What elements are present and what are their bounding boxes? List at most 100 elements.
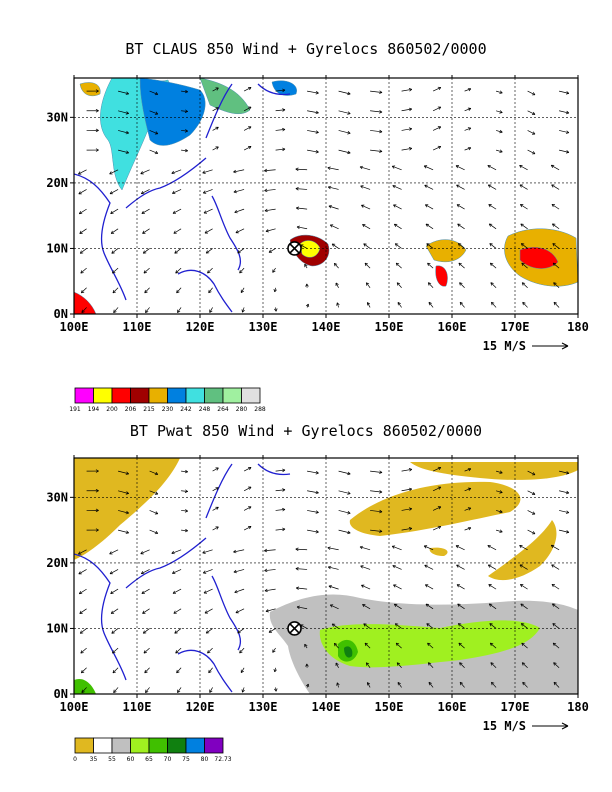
wind-vector-head xyxy=(335,282,339,286)
wind-vector xyxy=(559,90,569,94)
wind-vector-head xyxy=(173,230,177,234)
wind-vector-head xyxy=(264,208,268,213)
wind-vector-head xyxy=(367,302,371,306)
wind-vector xyxy=(551,564,560,570)
wind-vector-head xyxy=(362,224,366,228)
wind-vector-head xyxy=(367,682,371,686)
wind-vector-head xyxy=(171,170,175,175)
wind-vector xyxy=(327,167,339,171)
wind-vector xyxy=(338,510,351,514)
colorbar-swatch xyxy=(167,387,187,404)
wind-vector xyxy=(338,149,351,154)
colorbar-swatch xyxy=(74,737,94,754)
wind-vector xyxy=(396,662,402,669)
wind-vector-head xyxy=(95,508,99,513)
wind-vector xyxy=(519,545,528,551)
wind-vector-head xyxy=(80,669,85,674)
wind-vector-head xyxy=(143,650,147,654)
wind-vector-head xyxy=(215,146,219,150)
wind-vector-head xyxy=(490,662,494,666)
wind-vector xyxy=(275,109,286,112)
wind-vector-head xyxy=(347,131,351,135)
wind-vector-head xyxy=(248,526,252,530)
wind-vector-head xyxy=(140,551,144,555)
cloud-region-7 xyxy=(435,265,448,287)
y-tick-label: 20N xyxy=(46,176,68,190)
wind-vector-head xyxy=(488,223,493,227)
wind-vector-head xyxy=(499,490,503,494)
wind-vector-head xyxy=(499,90,503,94)
wind-vector-head xyxy=(305,303,310,308)
wind-vector-head xyxy=(215,526,219,530)
wind-vector xyxy=(401,488,412,492)
wind-vector-head xyxy=(336,302,340,306)
wind-vector xyxy=(174,248,182,254)
wind-vector xyxy=(235,228,245,234)
wind-vector xyxy=(367,682,371,688)
wind-vector xyxy=(240,667,245,673)
wind-vector-head xyxy=(125,471,129,475)
wind-vector xyxy=(81,687,87,693)
wind-vector-head xyxy=(248,126,252,130)
wind-vector-head xyxy=(154,150,159,155)
wind-vector-head xyxy=(177,689,181,693)
wind-vector xyxy=(264,169,276,172)
colorbar-swatch xyxy=(93,387,113,404)
wind-vector xyxy=(112,287,119,294)
colorbar-swatch xyxy=(148,737,168,754)
wind-vector-head xyxy=(268,629,273,633)
wind-vector xyxy=(177,687,182,693)
moisture-region-9 xyxy=(344,646,353,658)
wind-vector-head xyxy=(551,564,555,568)
colorbar: 191 194 200 206 215 230 242 248 264 280 288 xyxy=(69,387,266,413)
wind-vector xyxy=(174,628,182,634)
wind-vector-head xyxy=(273,668,277,673)
wind-vector-head xyxy=(520,243,525,247)
wind-vector-head xyxy=(143,270,147,274)
wind-vector-head xyxy=(305,683,310,688)
wind-vector xyxy=(551,584,560,590)
colorbar-label: 200 xyxy=(106,406,118,413)
colorbar-label: 70 xyxy=(164,756,172,763)
wind-vector-head xyxy=(315,510,319,514)
plot-area xyxy=(74,458,578,694)
wind-vector xyxy=(458,243,465,249)
wind-vector-head xyxy=(203,590,208,594)
wind-vector xyxy=(78,549,87,555)
wind-vector-head xyxy=(397,681,401,686)
colorbar-label: 191 xyxy=(69,406,81,413)
wind-vector xyxy=(172,588,182,594)
colorbar-swatch xyxy=(111,387,131,404)
wind-vector xyxy=(118,529,129,534)
wind-vector xyxy=(111,628,119,634)
wind-vector-head xyxy=(392,184,396,189)
wind-vector xyxy=(370,529,383,532)
x-tick-label: 180 xyxy=(567,320,589,334)
wind-vector xyxy=(553,302,560,308)
wind-vector xyxy=(233,189,245,193)
wind-vector xyxy=(362,224,371,230)
wind-vector xyxy=(370,90,383,93)
wind-vector xyxy=(300,244,308,249)
wind-vector-head xyxy=(142,610,146,614)
colorbar-label: 65 xyxy=(145,756,153,763)
wind-vector xyxy=(456,564,465,570)
coastline-1 xyxy=(74,173,127,301)
wind-vector xyxy=(496,110,503,113)
wind-vector xyxy=(395,262,402,269)
wind-vector-head xyxy=(457,603,461,607)
wind-vector xyxy=(527,510,536,515)
wind-vector xyxy=(328,205,339,210)
wind-vector xyxy=(330,224,339,230)
wind-vector-head xyxy=(215,87,219,91)
wind-vector xyxy=(361,204,371,210)
wind-vector-head xyxy=(81,689,85,693)
wind-vector xyxy=(149,510,158,515)
wind-vector-head xyxy=(393,603,398,607)
wind-vector-head xyxy=(347,511,351,515)
colorbar-swatch xyxy=(74,387,94,404)
wind-vector-head xyxy=(295,187,299,191)
wind-vector xyxy=(209,307,213,313)
wind-vector xyxy=(212,526,219,531)
wind-vector-head xyxy=(204,610,209,614)
